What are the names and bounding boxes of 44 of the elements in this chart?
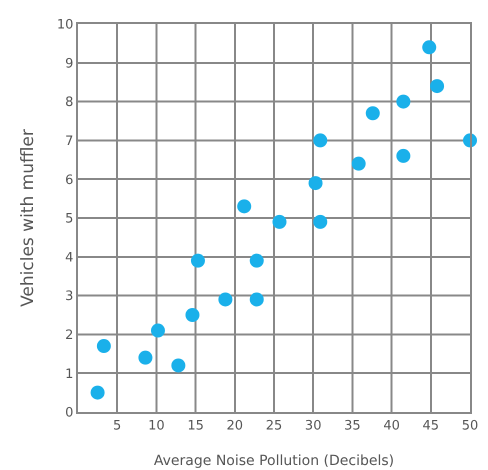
y-tick-label: 5 bbox=[65, 212, 74, 227]
point bbox=[96, 339, 111, 354]
x-tick-label: 50 bbox=[462, 418, 478, 434]
point bbox=[352, 156, 366, 171]
x-tick-label: 40 bbox=[383, 418, 400, 434]
point bbox=[250, 292, 264, 306]
y-tick-label: 7 bbox=[65, 134, 74, 149]
x-tick-label: 30 bbox=[304, 418, 322, 434]
y-tick-label: 9 bbox=[65, 56, 74, 72]
point bbox=[430, 79, 444, 94]
y-tick-label: 0 bbox=[65, 406, 74, 421]
point bbox=[150, 324, 165, 338]
x-tick-label: 15 bbox=[187, 418, 204, 434]
y-axis-title: Vehicles with muffler bbox=[18, 129, 38, 307]
x-tick-label: 25 bbox=[266, 418, 282, 434]
y-tick-label: 3 bbox=[65, 289, 74, 304]
x-tick-label: 5 bbox=[113, 418, 122, 434]
point bbox=[422, 40, 436, 54]
y-tick-label: 1 bbox=[65, 366, 74, 382]
point bbox=[250, 254, 264, 268]
point bbox=[313, 214, 328, 229]
point bbox=[396, 148, 410, 163]
point bbox=[313, 133, 328, 148]
point bbox=[237, 199, 252, 214]
point bbox=[90, 386, 105, 400]
point bbox=[366, 106, 380, 120]
x-tick-label: 45 bbox=[422, 418, 440, 434]
point bbox=[396, 94, 410, 109]
point bbox=[138, 350, 152, 365]
point bbox=[272, 214, 286, 229]
point bbox=[190, 254, 205, 268]
y-tick-label: 6 bbox=[65, 172, 74, 188]
x-axis-title: Average Noise Pollution (Decibels) bbox=[154, 453, 394, 469]
x-tick-label: 10 bbox=[148, 418, 165, 434]
point bbox=[185, 308, 200, 322]
x-tick-label: 35 bbox=[344, 418, 361, 434]
y-tick-label: 10 bbox=[56, 18, 74, 33]
point bbox=[308, 176, 323, 190]
y-tick-label: 8 bbox=[65, 95, 74, 110]
y-tick-label: 4 bbox=[65, 250, 74, 266]
x-tick-label: 20 bbox=[226, 418, 244, 434]
y-tick-label: 2 bbox=[65, 328, 74, 343]
point bbox=[171, 358, 186, 372]
point bbox=[218, 292, 232, 306]
